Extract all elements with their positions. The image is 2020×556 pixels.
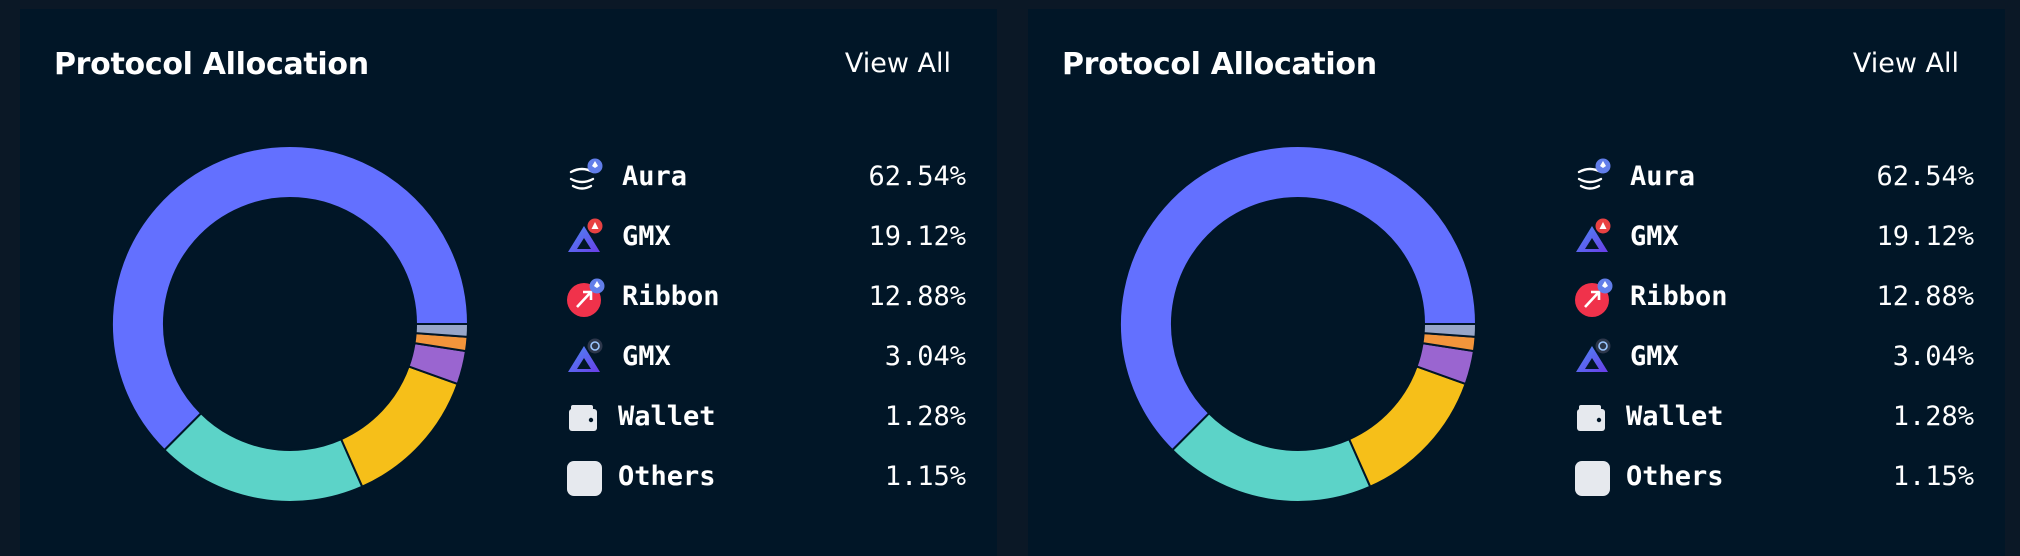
donut-slice-others [1422,323,1478,338]
donut-slice-ribbon [339,365,459,488]
gmx-icon [568,218,603,252]
chart-legend: Aura 62.54% GMX 19.12% Ribbon 12.88% [566,153,966,513]
legend-label: GMX [622,341,671,372]
legend-value: 1.28% [884,401,966,432]
gmx-icon [1576,218,1611,252]
wallet-icon [569,405,597,431]
chart-legend: Aura 62.54% GMX 19.12% Ribbon 12.88% [1574,153,1974,513]
legend-item: GMX 19.12% [1574,213,1974,273]
wallet-icon [1577,405,1605,431]
legend-label: Others [618,461,716,492]
legend-value: 19.12% [868,221,966,252]
legend-item: Others 1.15% [1574,453,1974,513]
panel-title: Protocol Allocation [54,47,369,82]
legend-value: 3.04% [884,341,966,372]
donut-slice-gmx [162,411,364,503]
legend-label: Aura [1630,161,1696,192]
legend-label: Ribbon [1630,281,1728,312]
legend-item: GMX 3.04% [566,333,966,393]
legend-item: Aura 62.54% [1574,153,1974,213]
view-all-link[interactable]: View All [1852,48,1959,79]
aura-icon [1577,158,1611,190]
gmx-icon [1576,338,1611,372]
legend-value: 19.12% [1876,221,1974,252]
donut-slice-ribbon [1347,365,1467,488]
ribbon-icon [567,278,605,317]
legend-label: Aura [622,161,688,192]
legend-item: Ribbon 12.88% [566,273,966,333]
legend-value: 1.15% [1892,461,1974,492]
legend-value: 1.28% [1892,401,1974,432]
donut-slice-others [414,323,470,338]
gmx-icon [568,338,603,372]
legend-item: Aura 62.54% [566,153,966,213]
allocation-panel: Protocol Allocation View All Aura 62.54% [1028,9,2005,556]
legend-value: 62.54% [868,161,966,192]
legend-value: 12.88% [1876,281,1974,312]
legend-item: Wallet 1.28% [566,393,966,453]
ribbon-icon [1575,278,1613,317]
donut-slice-gmx [1170,411,1372,503]
panel-title: Protocol Allocation [1062,47,1377,82]
legend-value: 62.54% [1876,161,1974,192]
legend-item: Ribbon 12.88% [1574,273,1974,333]
legend-label: GMX [1630,341,1679,372]
donut-slice-aura [111,145,470,452]
legend-value: 1.15% [884,461,966,492]
legend-item: GMX 19.12% [566,213,966,273]
legend-label: Ribbon [622,281,720,312]
legend-label: Others [1626,461,1724,492]
legend-item: Wallet 1.28% [1574,393,1974,453]
allocation-donut-chart [111,145,470,503]
legend-value: 12.88% [868,281,966,312]
others-icon [1575,461,1610,496]
allocation-panel: Protocol Allocation View All Aura 62.54% [20,9,997,556]
legend-item: GMX 3.04% [1574,333,1974,393]
legend-value: 3.04% [1892,341,1974,372]
legend-label: GMX [622,221,671,252]
legend-label: Wallet [1626,401,1724,432]
aura-icon [569,158,603,190]
legend-label: GMX [1630,221,1679,252]
legend-item: Others 1.15% [566,453,966,513]
allocation-donut-chart [1119,145,1478,503]
donut-slice-aura [1119,145,1478,452]
others-icon [567,461,602,496]
legend-label: Wallet [618,401,716,432]
view-all-link[interactable]: View All [844,48,951,79]
